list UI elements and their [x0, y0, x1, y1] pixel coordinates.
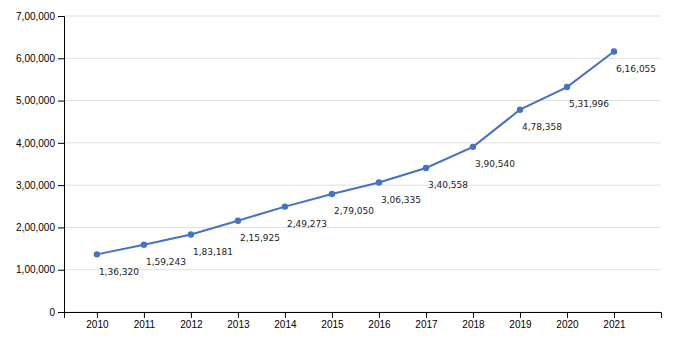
- point: [282, 203, 288, 209]
- x-tick-mark: [614, 312, 615, 318]
- x-tick-mark: [144, 312, 145, 318]
- x-tick-mark: [238, 312, 239, 318]
- x-tick: 2021: [603, 312, 626, 330]
- y-tick: 6,00,000: [16, 53, 64, 64]
- y-tick: 3,00,000: [16, 180, 64, 191]
- y-tick-label: 3,00,000: [16, 180, 55, 191]
- y-tick-mark: [58, 185, 64, 186]
- x-tick-label: 2013: [227, 319, 250, 330]
- point: [329, 191, 335, 197]
- y-tick-mark: [58, 227, 64, 228]
- x-tick-mark: [191, 312, 192, 318]
- y-tick: 2,00,000: [16, 222, 64, 233]
- x-tick-label: 2010: [86, 319, 109, 330]
- y-tick: 5,00,000: [16, 95, 64, 106]
- point: [94, 251, 100, 257]
- plot: 0 1,00,000 2,00,000 3,00,000 4,00,000 5,00,00…: [16, 11, 661, 330]
- data-label: 2,49,273: [287, 219, 327, 229]
- y-tick-label: 0: [49, 307, 55, 318]
- x-tick: 2018: [462, 312, 485, 330]
- data-label: 5,31,996: [569, 99, 609, 109]
- x-tick-label: 2021: [603, 319, 626, 330]
- x-tick-label: 2012: [180, 319, 203, 330]
- x-axis: 2010 2011 2012 2013 2014 2015 2016 2017 2018 2019…: [65, 312, 662, 330]
- x-tick-label: 2018: [462, 319, 485, 330]
- y-tick-label: 4,00,000: [16, 138, 55, 149]
- x-tick-mark: [332, 312, 333, 318]
- x-tick-label: 2017: [415, 319, 438, 330]
- x-tick-label: 2015: [321, 319, 344, 330]
- grid-line: [64, 227, 661, 228]
- data-labels: 1,36,320 1,59,243 1,83,181 2,15,925 2,49,273…: [99, 64, 656, 277]
- marks: [94, 48, 617, 257]
- y-tick: 0: [49, 307, 64, 318]
- x-tick-label: 2016: [368, 319, 391, 330]
- grid: [64, 16, 661, 312]
- point: [564, 84, 570, 90]
- y-tick-mark: [58, 16, 64, 17]
- x-tick-label: 2020: [556, 319, 579, 330]
- y-axis-line: [58, 17, 65, 313]
- x-tick-mark: [285, 312, 286, 318]
- point: [235, 217, 241, 223]
- data-label: 1,59,243: [146, 257, 186, 267]
- chart: 0 1,00,000 2,00,000 3,00,000 4,00,000 5,00,00…: [0, 0, 685, 342]
- data-label: 2,79,050: [334, 206, 374, 216]
- grid-line: [64, 269, 661, 270]
- grid-line: [64, 58, 661, 59]
- x-tick-mark: [379, 312, 380, 318]
- y-tick-label: 2,00,000: [16, 222, 55, 233]
- y-tick-label: 6,00,000: [16, 53, 55, 64]
- x-tick-label: 2014: [274, 319, 297, 330]
- data-label: 3,06,335: [381, 195, 421, 205]
- y-tick-mark: [58, 312, 64, 313]
- data-label: 1,83,181: [193, 247, 233, 257]
- point: [188, 231, 194, 237]
- y-tick: 4,00,000: [16, 138, 64, 149]
- line: [97, 51, 614, 254]
- grid-line: [64, 16, 661, 17]
- point: [517, 107, 523, 113]
- data-label: 6,16,055: [616, 64, 656, 74]
- x-tick: 2016: [368, 312, 391, 330]
- y-tick: 1,00,000: [16, 264, 64, 275]
- data-label: 3,90,540: [475, 159, 515, 169]
- x-tick-mark: [97, 312, 98, 318]
- point: [141, 241, 147, 247]
- x-tick: 2020: [556, 312, 579, 330]
- y-tick-mark: [58, 270, 64, 271]
- x-tick-mark: [473, 312, 474, 318]
- point: [611, 48, 617, 54]
- x-tick-label: 2011: [134, 319, 156, 330]
- point: [423, 165, 429, 171]
- data-label: 3,40,558: [428, 180, 468, 190]
- point: [376, 179, 382, 185]
- x-axis-line: [65, 313, 662, 319]
- x-tick: 2010: [86, 312, 109, 330]
- x-tick: 2014: [274, 312, 297, 330]
- data-label: 1,36,320: [99, 267, 139, 277]
- x-tick-label: 2019: [509, 319, 532, 330]
- x-tick: 2017: [415, 312, 438, 330]
- x-tick-mark: [426, 312, 427, 318]
- x-tick: 2013: [227, 312, 250, 330]
- x-tick-mark: [567, 312, 568, 318]
- y-tick: 7,00,000: [16, 11, 64, 22]
- y-tick-mark: [58, 101, 64, 102]
- x-tick: 2015: [321, 312, 344, 330]
- x-tick: 2011: [134, 312, 156, 330]
- y-tick-label: 1,00,000: [16, 264, 55, 275]
- x-tick: 2012: [180, 312, 203, 330]
- y-tick-mark: [58, 58, 64, 59]
- y-tick-mark: [58, 143, 64, 144]
- data-label: 4,78,358: [522, 122, 562, 132]
- y-axis: 0 1,00,000 2,00,000 3,00,000 4,00,000 5,00,00…: [16, 11, 64, 318]
- grid-line: [64, 142, 661, 143]
- point: [470, 144, 476, 150]
- y-tick-label: 7,00,000: [16, 11, 55, 22]
- y-tick-label: 5,00,000: [16, 95, 55, 106]
- x-tick-mark: [520, 312, 521, 318]
- x-tick: 2019: [509, 312, 532, 330]
- data-label: 2,15,925: [240, 233, 280, 243]
